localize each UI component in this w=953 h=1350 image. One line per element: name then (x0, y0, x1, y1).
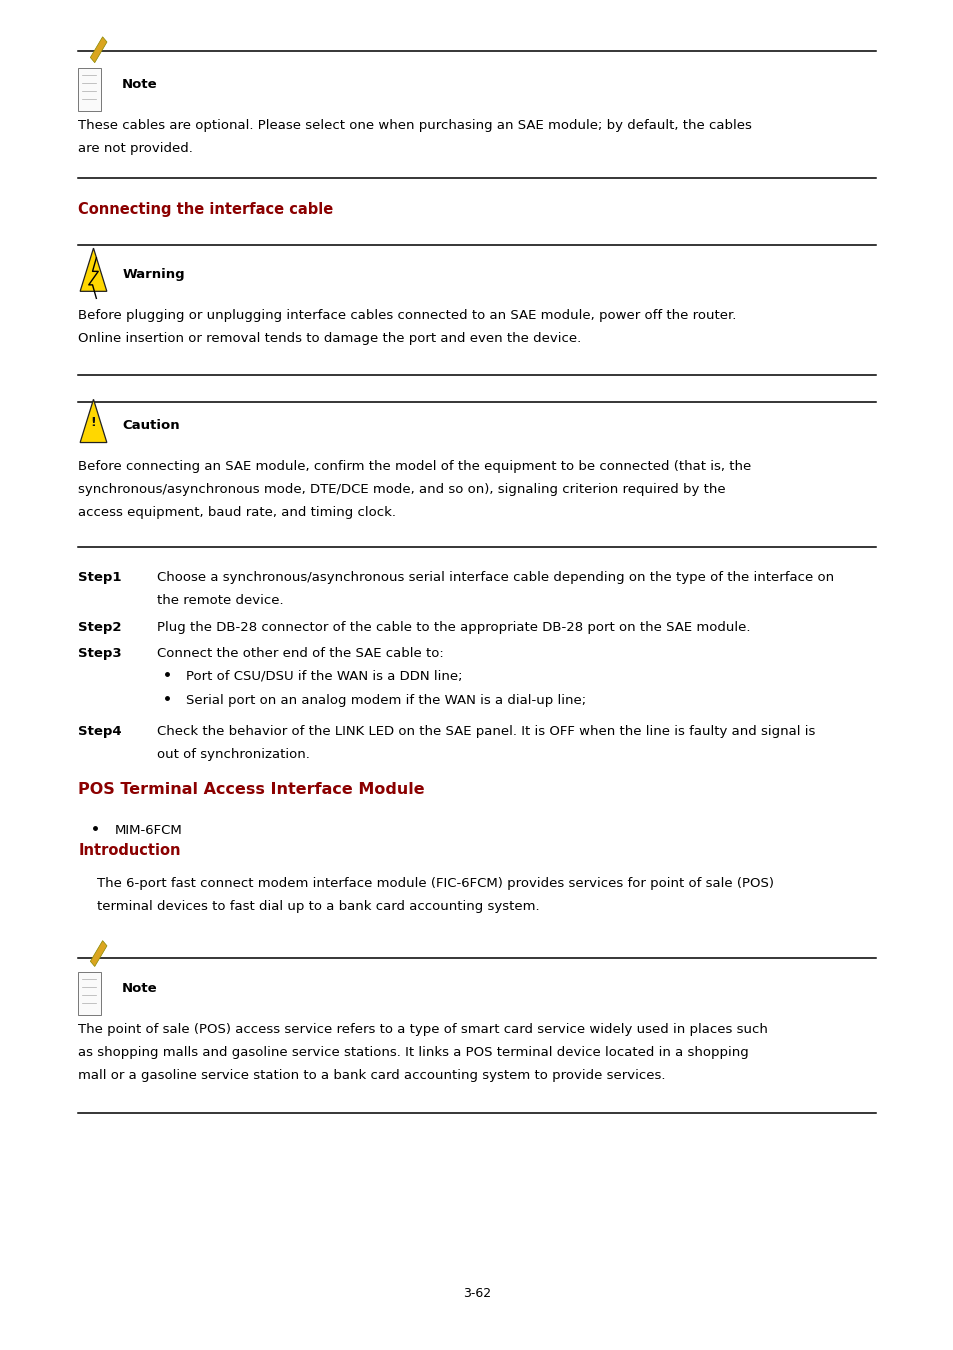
Text: The point of sale (POS) access service refers to a type of smart card service wi: The point of sale (POS) access service r… (78, 1023, 767, 1037)
Text: Check the behavior of the LINK LED on the SAE panel. It is OFF when the line is : Check the behavior of the LINK LED on th… (157, 725, 815, 738)
Text: Introduction: Introduction (78, 842, 180, 859)
Text: Choose a synchronous/asynchronous serial interface cable depending on the type o: Choose a synchronous/asynchronous serial… (157, 571, 834, 585)
Text: Connect the other end of the SAE cable to:: Connect the other end of the SAE cable t… (157, 647, 444, 660)
Text: terminal devices to fast dial up to a bank card accounting system.: terminal devices to fast dial up to a ba… (97, 900, 539, 914)
Text: !: ! (91, 416, 96, 429)
Polygon shape (80, 248, 107, 292)
Text: as shopping malls and gasoline service stations. It links a POS terminal device : as shopping malls and gasoline service s… (78, 1046, 748, 1060)
Polygon shape (80, 400, 107, 443)
Text: the remote device.: the remote device. (157, 594, 284, 608)
Text: Port of CSU/DSU if the WAN is a DDN line;: Port of CSU/DSU if the WAN is a DDN line… (186, 670, 462, 683)
Text: Before connecting an SAE module, confirm the model of the equipment to be connec: Before connecting an SAE module, confirm… (78, 460, 751, 474)
Text: Warning: Warning (122, 267, 185, 281)
Text: Serial port on an analog modem if the WAN is a dial-up line;: Serial port on an analog modem if the WA… (186, 694, 585, 707)
Text: Connecting the interface cable: Connecting the interface cable (78, 201, 334, 217)
Polygon shape (91, 941, 107, 967)
Polygon shape (91, 36, 107, 62)
Text: mall or a gasoline service station to a bank card accounting system to provide s: mall or a gasoline service station to a … (78, 1069, 665, 1083)
Text: Before plugging or unplugging interface cables connected to an SAE module, power: Before plugging or unplugging interface … (78, 309, 736, 323)
Text: POS Terminal Access Interface Module: POS Terminal Access Interface Module (78, 782, 424, 798)
Text: out of synchronization.: out of synchronization. (157, 748, 310, 761)
Text: 3-62: 3-62 (462, 1287, 491, 1300)
FancyBboxPatch shape (78, 972, 101, 1015)
Text: Note: Note (122, 78, 157, 90)
Text: Step3: Step3 (78, 647, 122, 660)
FancyBboxPatch shape (78, 68, 101, 112)
Text: Caution: Caution (122, 418, 179, 432)
Text: access equipment, baud rate, and timing clock.: access equipment, baud rate, and timing … (78, 506, 395, 520)
Text: synchronous/asynchronous mode, DTE/DCE mode, and so on), signaling criterion req: synchronous/asynchronous mode, DTE/DCE m… (78, 483, 725, 497)
Text: Step4: Step4 (78, 725, 122, 738)
Text: Online insertion or removal tends to damage the port and even the device.: Online insertion or removal tends to dam… (78, 332, 581, 346)
Text: Step2: Step2 (78, 621, 122, 634)
Text: These cables are optional. Please select one when purchasing an SAE module; by d: These cables are optional. Please select… (78, 120, 751, 132)
Text: are not provided.: are not provided. (78, 143, 193, 155)
Text: The 6-port fast connect modem interface module (FIC-6FCM) provides services for : The 6-port fast connect modem interface … (97, 878, 774, 891)
Text: MIM-6FCM: MIM-6FCM (114, 824, 182, 837)
Text: Note: Note (122, 981, 157, 995)
Text: Step1: Step1 (78, 571, 122, 585)
Text: Plug the DB-28 connector of the cable to the appropriate DB-28 port on the SAE m: Plug the DB-28 connector of the cable to… (157, 621, 750, 634)
